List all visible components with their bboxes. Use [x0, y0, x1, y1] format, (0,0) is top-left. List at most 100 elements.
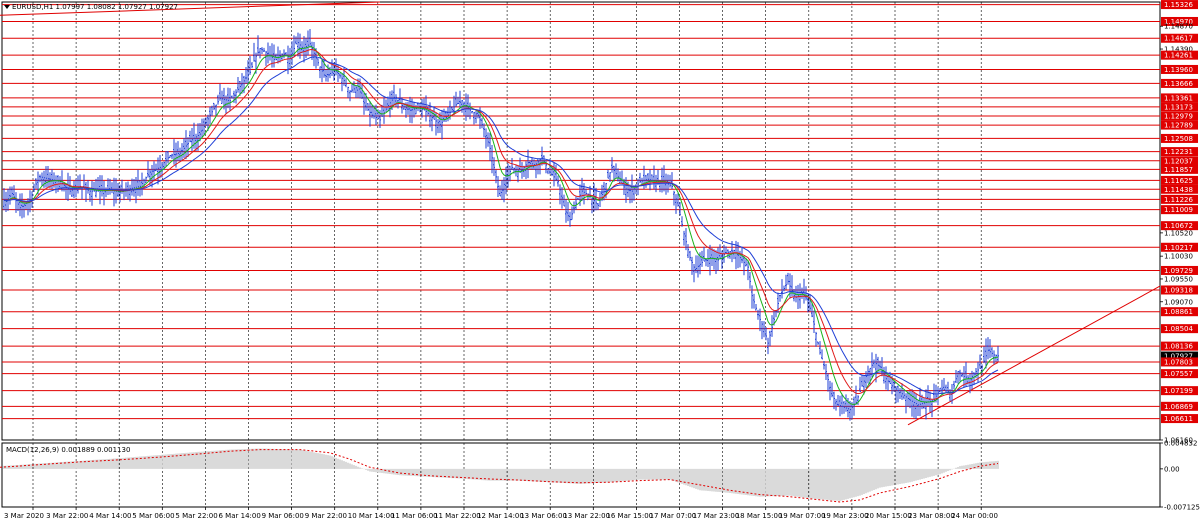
price-level-tag: [1161, 242, 1198, 252]
time-label: 3 Mar 22:00: [46, 512, 88, 520]
price-level-tag: [1161, 285, 1198, 295]
price-level-tag: [1161, 205, 1198, 215]
chart-menu-dropdown-icon[interactable]: [4, 5, 10, 9]
price-level-tag: [1161, 64, 1198, 74]
price-level-label: 1.10672: [1164, 222, 1193, 230]
price-level-tag: [1161, 156, 1198, 166]
price-level-tag: [1161, 184, 1198, 194]
price-level-label: 1.09729: [1164, 267, 1193, 275]
price-level-label: 1.14617: [1164, 35, 1193, 43]
price-level-label: 1.12037: [1164, 157, 1193, 165]
price-level-tag: [1161, 93, 1198, 103]
macd-info: MACD(12,26,9) 0.001889 0.001130: [6, 446, 131, 454]
price-level-tag: [1161, 307, 1198, 317]
price-level-label: 1.14970: [1164, 18, 1193, 26]
macd-signal-line: [0, 449, 999, 503]
time-label: 17 Mar 23:00: [693, 512, 740, 520]
price-level-label: 1.07557: [1164, 370, 1193, 378]
price-level-tag: [1161, 133, 1198, 143]
time-label: 24 Mar 00:00: [951, 512, 998, 520]
price-level-tag: [1161, 50, 1198, 60]
price-level-tag: [1161, 341, 1198, 351]
price-level-label: 1.12508: [1164, 135, 1193, 143]
macd-axis-label: -0.007125: [1164, 504, 1200, 512]
price-axis-label: 1.14390: [1164, 46, 1193, 54]
time-label: 10 Mar 14:00: [348, 512, 395, 520]
price-level-tag: [1161, 265, 1198, 275]
macd-panel-frame: [1, 442, 1161, 508]
price-axis-label: 1.10520: [1164, 229, 1193, 237]
time-label: 9 Mar 06:00: [262, 512, 304, 520]
time-label: 3 Mar 2020: [4, 512, 44, 520]
time-label: 16 Mar 15:00: [606, 512, 653, 520]
price-level-label: 1.13173: [1164, 103, 1193, 111]
price-level-label: 1.06869: [1164, 403, 1193, 411]
trendline: [0, 1, 381, 16]
price-level-tag: [1161, 111, 1198, 121]
price-level-label: 1.11857: [1164, 166, 1193, 174]
price-level-label: 1.07803: [1164, 358, 1193, 366]
price-level-label: 1.12979: [1164, 113, 1193, 121]
price-level-tag: [1161, 194, 1198, 204]
price-level-tag: [1161, 33, 1198, 43]
time-label: 11 Mar 22:00: [434, 512, 481, 520]
macd-axis-label: 0.004832: [1164, 440, 1197, 448]
price-level-label: 1.11009: [1164, 206, 1193, 214]
price-level-tag: [1161, 357, 1198, 367]
price-axis-label: 1.09550: [1164, 275, 1193, 283]
time-label: 12 Mar 14:00: [477, 512, 524, 520]
price-level-tag: [1161, 16, 1198, 26]
time-label: 13 Mar 22:00: [563, 512, 610, 520]
price-level-label: 1.08136: [1164, 343, 1193, 351]
time-label: 19 Mar 07:00: [779, 512, 826, 520]
macd-axis-label: 0.00: [1164, 465, 1180, 473]
time-label: 11 Mar 06:00: [391, 512, 438, 520]
price-level-tag: [1161, 164, 1198, 174]
time-label: 20 Mar 15:00: [865, 512, 912, 520]
time-label: 19 Mar 23:00: [822, 512, 869, 520]
price-level-tag: [1161, 386, 1198, 396]
price-level-label: 1.13361: [1164, 94, 1193, 102]
time-label: 13 Mar 06:00: [520, 512, 567, 520]
price-level-tag: [1161, 369, 1198, 379]
time-label: 17 Mar 07:00: [650, 512, 697, 520]
symbol-info: EURUSD,H1 1.07997 1.08082 1.07927 1.0792…: [12, 3, 178, 11]
price-level-label: 1.06611: [1164, 415, 1193, 423]
price-level-label: 1.09318: [1164, 286, 1193, 294]
price-level-label: 1.14261: [1164, 52, 1193, 60]
price-axis-label: 1.14870: [1164, 23, 1193, 31]
time-label: 9 Mar 22:00: [305, 512, 347, 520]
price-level-tag: [1161, 102, 1198, 112]
price-level-label: 1.11226: [1164, 196, 1193, 204]
time-label: 18 Mar 15:00: [736, 512, 783, 520]
price-level-tag: [1161, 147, 1198, 157]
price-level-tag: [1161, 221, 1198, 231]
ohlc-bars: [3, 29, 999, 421]
price-level-tag: [1161, 401, 1198, 411]
price-level-label: 1.08861: [1164, 308, 1193, 316]
current-price-tag: [1161, 351, 1198, 361]
price-level-label: 1.11438: [1164, 186, 1193, 194]
trendline: [907, 285, 1161, 426]
current-price-label: 1.07927: [1164, 353, 1193, 361]
macd-histogram: [3, 448, 999, 501]
ma-fast-line: [3, 45, 999, 405]
ma-slow-line: [3, 56, 999, 395]
price-level-tag: [1161, 324, 1198, 334]
price-level-label: 1.08504: [1164, 325, 1193, 333]
price-level-label: 1.11625: [1164, 177, 1193, 185]
price-level-label: 1.15326: [1164, 1, 1193, 9]
price-level-tag: [1161, 78, 1198, 88]
price-level-tag: [1161, 0, 1198, 10]
price-level-label: 1.12789: [1164, 122, 1193, 130]
price-level-label: 1.07199: [1164, 387, 1193, 395]
time-label: 4 Mar 14:00: [89, 512, 131, 520]
price-level-tag: [1161, 120, 1198, 130]
price-level-label: 1.13960: [1164, 66, 1193, 74]
price-level-tag: [1161, 414, 1198, 424]
time-label: 23 Mar 08:00: [908, 512, 955, 520]
price-level-label: 1.13666: [1164, 80, 1193, 88]
price-axis-label: 1.10030: [1164, 253, 1193, 261]
main-chart-frame: [1, 1, 1161, 441]
